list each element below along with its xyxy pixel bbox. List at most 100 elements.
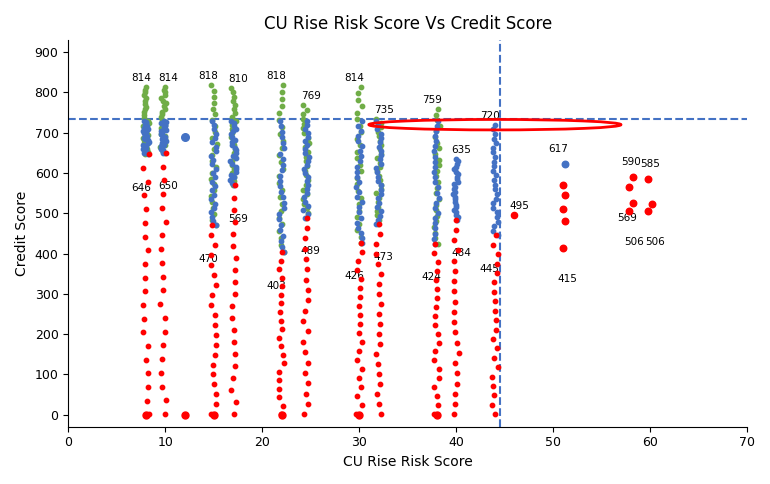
Point [301, 214, 313, 222]
Point [275, 221, 287, 229]
Point [159, 218, 172, 226]
Point [428, 383, 440, 391]
Point [448, 198, 460, 206]
Point [156, 116, 169, 124]
Point [450, 163, 463, 170]
Point [209, 242, 221, 249]
Point [373, 400, 385, 408]
Point [229, 136, 241, 143]
Point [156, 273, 169, 281]
Point [139, 233, 151, 241]
Point [450, 208, 463, 216]
Point [141, 125, 153, 133]
Point [490, 171, 503, 179]
Point [273, 266, 285, 273]
Point [487, 167, 499, 175]
Point [487, 392, 500, 399]
Point [158, 102, 170, 110]
Point [297, 318, 310, 325]
Text: 818: 818 [199, 71, 219, 81]
Point [354, 158, 367, 166]
Point [351, 163, 363, 170]
Point [224, 157, 236, 165]
Point [301, 106, 313, 114]
Point [139, 219, 151, 227]
Point [489, 153, 501, 161]
Point [273, 215, 286, 223]
Text: 720: 720 [480, 111, 500, 121]
Point [373, 132, 385, 140]
Point [155, 369, 167, 377]
Point [430, 158, 442, 166]
Point [142, 136, 154, 144]
Point [273, 179, 285, 186]
Point [489, 121, 501, 129]
Text: 569: 569 [618, 213, 638, 223]
Point [372, 260, 384, 268]
Point [226, 302, 238, 310]
Point [488, 279, 500, 287]
Point [353, 411, 365, 419]
Point [273, 368, 285, 376]
Point [353, 320, 366, 328]
Point [137, 328, 149, 336]
Point [356, 401, 368, 409]
Point [353, 348, 366, 355]
Point [354, 311, 367, 319]
Point [487, 204, 500, 212]
Point [273, 393, 285, 401]
Point [372, 177, 384, 185]
Point [429, 133, 441, 141]
Point [429, 173, 441, 181]
Point [208, 121, 220, 129]
Point [138, 117, 150, 124]
Point [300, 214, 312, 222]
Point [227, 182, 239, 189]
Point [355, 383, 367, 391]
Point [226, 169, 238, 177]
Text: 769: 769 [301, 91, 321, 101]
Point [372, 195, 384, 202]
Point [557, 181, 569, 189]
Point [137, 134, 149, 141]
Point [448, 257, 460, 265]
Point [299, 169, 311, 177]
Point [158, 123, 170, 131]
Point [156, 127, 169, 135]
Point [228, 194, 240, 201]
Point [142, 139, 155, 147]
Point [276, 166, 288, 174]
Point [447, 191, 460, 198]
Point [273, 376, 285, 384]
Point [225, 386, 237, 394]
Point [142, 148, 155, 155]
Point [276, 351, 289, 359]
Point [352, 137, 364, 145]
Point [350, 154, 363, 162]
Point [273, 227, 286, 235]
Point [355, 83, 367, 91]
Point [558, 217, 571, 225]
Point [452, 178, 464, 185]
Point [276, 411, 288, 419]
Point [623, 183, 635, 191]
Point [156, 383, 169, 391]
Point [301, 178, 313, 185]
Point [276, 243, 288, 251]
Point [353, 224, 365, 232]
Point [373, 380, 386, 388]
Point [431, 212, 444, 220]
Point [452, 246, 464, 254]
Point [224, 176, 236, 184]
Point [374, 186, 387, 194]
Point [226, 152, 239, 160]
Point [490, 213, 503, 221]
Point [141, 145, 153, 153]
Point [558, 160, 571, 168]
Point [372, 128, 384, 136]
Text: 506: 506 [624, 237, 644, 247]
Point [297, 124, 310, 132]
Point [375, 141, 387, 149]
Point [354, 167, 367, 175]
Point [142, 246, 154, 254]
